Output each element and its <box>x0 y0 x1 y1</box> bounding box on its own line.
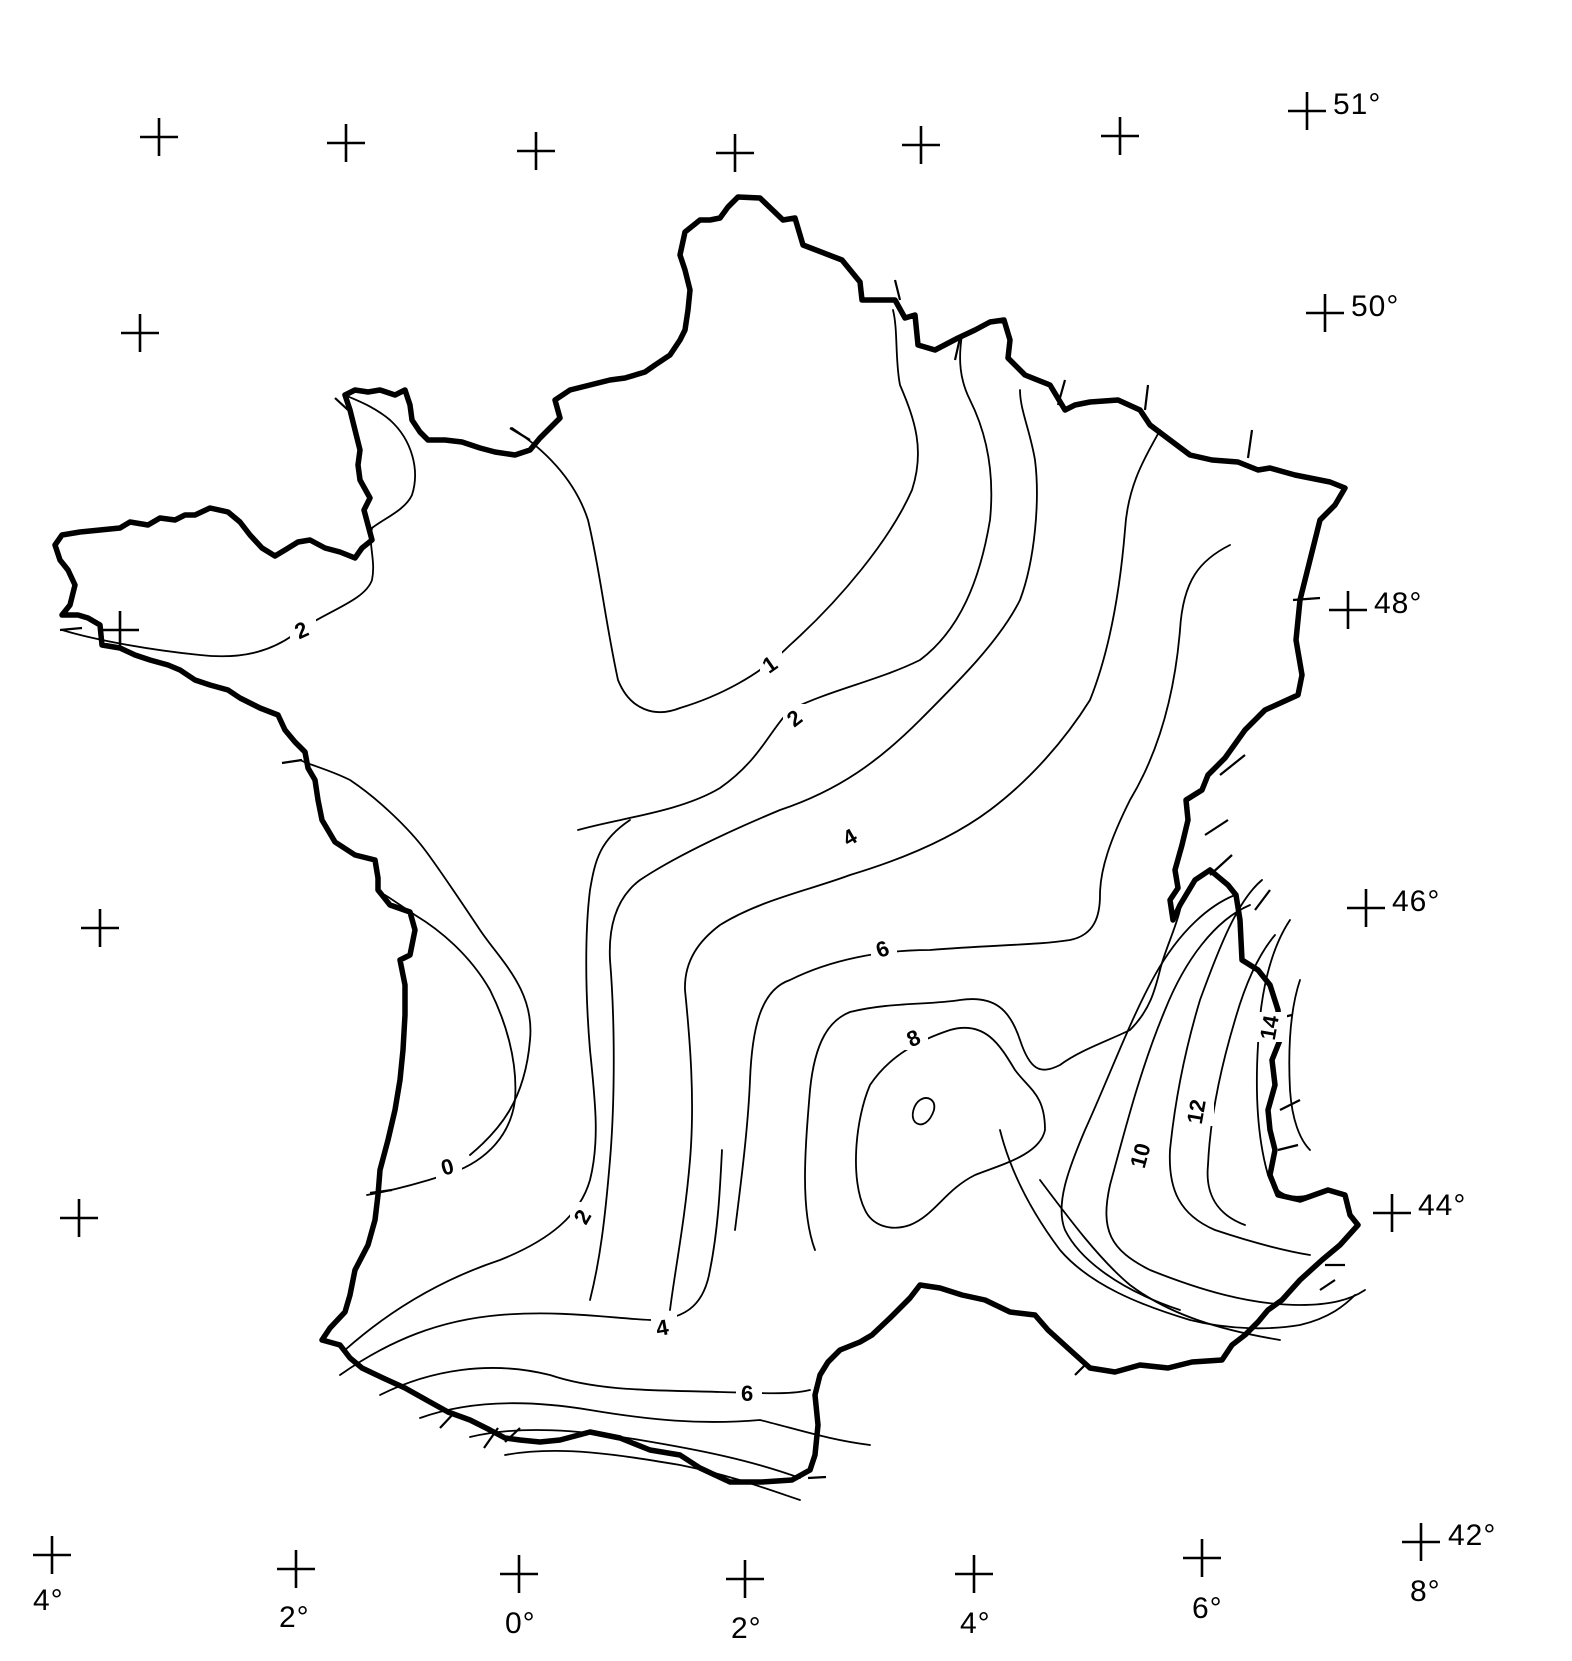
border-tick <box>1209 854 1233 876</box>
isoline-center-4 <box>299 759 532 1156</box>
border-tick <box>953 337 962 361</box>
border-tick <box>281 758 303 765</box>
border-tick <box>893 279 902 301</box>
contour-label: 12 <box>1182 1097 1211 1125</box>
isoline-massif-inner <box>911 1097 936 1126</box>
border-tick <box>1219 754 1246 776</box>
border-tick <box>504 1427 521 1443</box>
border-tick <box>1074 1364 1086 1376</box>
border-tick <box>1277 1143 1299 1152</box>
lat-label-46: 46° <box>1392 885 1440 918</box>
border-tick <box>1319 1279 1336 1291</box>
border-tick <box>369 1188 393 1195</box>
isoline-aquitaine-0 <box>366 894 517 1196</box>
graticule-cross <box>1347 889 1385 927</box>
graticule-cross <box>902 126 940 164</box>
border-tick <box>1246 429 1254 459</box>
contour-label: 4 <box>654 1314 671 1341</box>
isoline-6-north <box>669 429 1161 1311</box>
border-tick <box>59 626 83 632</box>
graticule-cross <box>277 1550 315 1588</box>
lon-label-4e: 4° <box>960 1607 991 1640</box>
graticule-cross <box>1288 92 1326 130</box>
lon-label-0: 0° <box>505 1607 536 1640</box>
isoline-pyrenees-4 <box>339 1149 723 1376</box>
contour-label: 14 <box>1255 1013 1284 1042</box>
isoline-brittany-2 <box>61 394 416 658</box>
border-tick <box>334 397 349 411</box>
isoline-southeast <box>999 1129 1356 1330</box>
isoline-pyrenees-9 <box>504 1449 801 1501</box>
border-tick <box>1254 889 1271 911</box>
contour-labels: 2 1 2 4 6 8 0 2 4 6 10 12 14 <box>290 616 1287 1406</box>
border-tick <box>1204 819 1229 836</box>
lon-label-4w: 4° <box>33 1584 64 1617</box>
isoline-center-4-north <box>589 389 1038 1301</box>
border-tick <box>439 1411 456 1429</box>
graticule-cross <box>60 1199 98 1237</box>
isoline-north-1 <box>511 309 919 713</box>
isoline-alps-13 <box>1206 934 1276 1226</box>
isoline-pyrenees-7 <box>419 1402 871 1446</box>
lon-label-8e: 8° <box>1410 1575 1441 1608</box>
isoline-massif-loop <box>855 1027 1046 1229</box>
graticule-cross <box>1402 1523 1440 1561</box>
graticule-cross <box>327 124 365 162</box>
border-tick <box>1292 596 1321 602</box>
lat-label-48: 48° <box>1374 587 1422 620</box>
graticule-cross <box>140 118 178 156</box>
lon-label-2w: 2° <box>279 1601 310 1634</box>
isoline-alps-10 <box>1105 904 1366 1306</box>
lat-label-44: 44° <box>1418 1189 1466 1222</box>
graticule-cross <box>1329 591 1367 629</box>
isoline-southeast-2 <box>1039 1179 1281 1341</box>
contour-label: 6 <box>741 1381 753 1406</box>
graticule-cross <box>716 134 754 172</box>
isoline-aquitaine-2 <box>344 819 631 1351</box>
graticule-cross <box>517 132 555 170</box>
isoline-center-6 <box>734 544 1231 1231</box>
lat-label-50: 50° <box>1351 290 1399 323</box>
lon-label-6e: 6° <box>1192 1592 1223 1625</box>
border-tick <box>483 1427 499 1449</box>
graticule-crosses <box>33 92 1440 1598</box>
isoline-massif-8 <box>804 909 1181 1251</box>
graticule-cross <box>33 1536 71 1574</box>
graticule-cross <box>500 1555 538 1593</box>
graticule-cross <box>81 909 119 947</box>
border-tick <box>807 1475 827 1480</box>
graticule-cross <box>1373 1194 1411 1232</box>
isoline-alps-14 <box>1255 919 1311 1198</box>
isoline-alps-15 <box>1288 979 1311 1151</box>
isolines <box>61 309 1366 1501</box>
graticule-cross <box>1306 294 1344 332</box>
border-tick <box>1143 384 1150 411</box>
longitude-labels: 4° 2° 0° 2° 4° 6° 8° <box>33 1575 1441 1645</box>
graticule-cross <box>121 314 159 352</box>
border-tick <box>1056 379 1067 406</box>
lon-label-2e: 2° <box>731 1612 762 1645</box>
graticule-cross <box>955 1555 993 1593</box>
graticule-cross <box>726 1560 764 1598</box>
france-border <box>52 194 1361 1485</box>
border-tick <box>1279 1099 1301 1111</box>
border-tick <box>509 427 531 441</box>
latitude-labels: 51° 50° 48° 46° 44° 42° <box>1333 88 1496 1552</box>
graticule-cross <box>1183 1539 1221 1577</box>
graticule-cross <box>1101 117 1139 155</box>
isoline-north-2 <box>577 334 993 831</box>
france-outline <box>52 194 1361 1485</box>
lat-label-51: 51° <box>1333 88 1381 121</box>
lat-label-42: 42° <box>1448 1519 1496 1552</box>
isoline-alps-12 <box>1168 879 1311 1256</box>
isoline-alps-11 <box>1060 894 1236 1311</box>
